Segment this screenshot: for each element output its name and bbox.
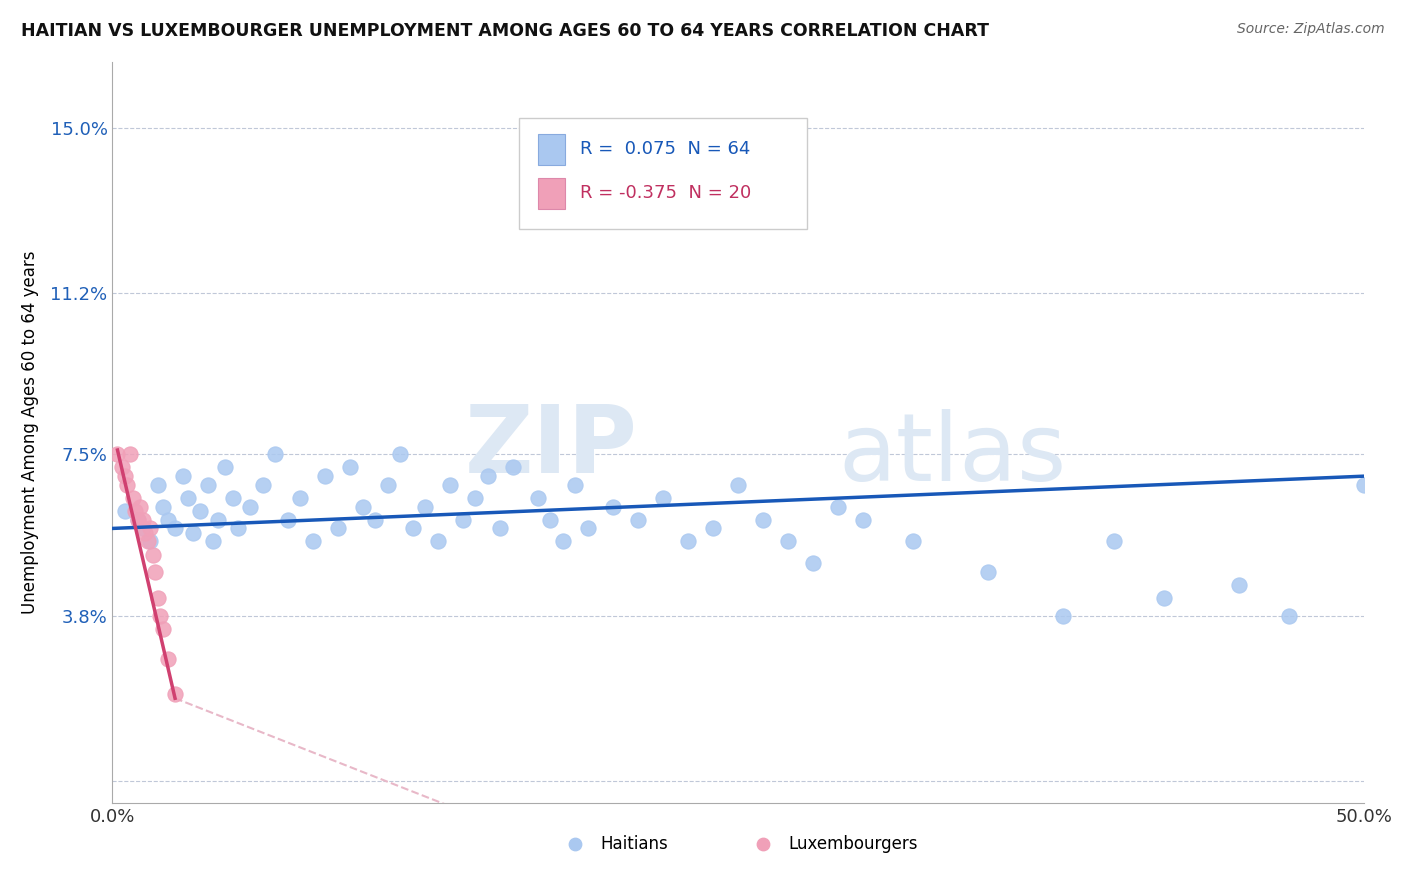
Point bbox=[163, 687, 186, 701]
Point bbox=[1278, 608, 1301, 623]
Point bbox=[136, 534, 159, 549]
Point bbox=[752, 513, 775, 527]
Point bbox=[314, 469, 336, 483]
Point bbox=[124, 504, 146, 518]
Point bbox=[778, 534, 800, 549]
Point bbox=[156, 652, 179, 666]
Point bbox=[181, 525, 204, 540]
Point bbox=[290, 491, 312, 505]
Point bbox=[339, 460, 361, 475]
Point bbox=[226, 521, 249, 535]
Point bbox=[149, 608, 172, 623]
Point bbox=[426, 534, 449, 549]
Point bbox=[1353, 478, 1375, 492]
Point bbox=[852, 513, 875, 527]
Point bbox=[188, 504, 211, 518]
Point bbox=[538, 513, 561, 527]
Point bbox=[152, 500, 174, 514]
Point bbox=[364, 513, 387, 527]
Point bbox=[152, 622, 174, 636]
Point bbox=[163, 521, 186, 535]
Point bbox=[326, 521, 349, 535]
Point bbox=[264, 447, 287, 461]
Text: Luxembourgers: Luxembourgers bbox=[789, 835, 918, 853]
Point bbox=[489, 521, 512, 535]
Point bbox=[131, 521, 153, 535]
Point bbox=[114, 469, 136, 483]
Point bbox=[134, 525, 156, 540]
Point bbox=[239, 500, 262, 514]
Point bbox=[114, 504, 136, 518]
Point bbox=[502, 460, 524, 475]
Point bbox=[141, 548, 163, 562]
Point bbox=[252, 478, 274, 492]
Point bbox=[118, 447, 141, 461]
Point bbox=[903, 534, 925, 549]
Point bbox=[214, 460, 236, 475]
Point bbox=[439, 478, 461, 492]
Point bbox=[827, 500, 849, 514]
Point bbox=[464, 491, 486, 505]
Point bbox=[139, 521, 162, 535]
Point bbox=[451, 513, 474, 527]
Point bbox=[146, 478, 169, 492]
Point bbox=[277, 513, 299, 527]
Text: ZIP: ZIP bbox=[465, 401, 638, 493]
Point bbox=[402, 521, 425, 535]
Point bbox=[352, 500, 374, 514]
Point bbox=[377, 478, 399, 492]
Point bbox=[627, 513, 650, 527]
Point bbox=[1153, 591, 1175, 606]
Point bbox=[1227, 578, 1250, 592]
Point bbox=[413, 500, 436, 514]
Point bbox=[527, 491, 550, 505]
Point bbox=[652, 491, 675, 505]
Point bbox=[801, 556, 824, 570]
Point bbox=[146, 591, 169, 606]
Bar bbox=[538, 178, 565, 209]
Point bbox=[576, 521, 599, 535]
FancyBboxPatch shape bbox=[519, 118, 807, 229]
Point bbox=[602, 500, 624, 514]
Point bbox=[727, 478, 749, 492]
Point bbox=[207, 513, 229, 527]
Point bbox=[702, 521, 724, 535]
Text: HAITIAN VS LUXEMBOURGER UNEMPLOYMENT AMONG AGES 60 TO 64 YEARS CORRELATION CHART: HAITIAN VS LUXEMBOURGER UNEMPLOYMENT AMO… bbox=[21, 22, 988, 40]
Point bbox=[477, 469, 499, 483]
Point bbox=[156, 513, 179, 527]
Point bbox=[111, 460, 134, 475]
Point bbox=[676, 534, 699, 549]
Point bbox=[551, 534, 574, 549]
Point bbox=[143, 565, 166, 579]
Point bbox=[176, 491, 198, 505]
Point bbox=[389, 447, 412, 461]
Point bbox=[107, 447, 129, 461]
Point bbox=[197, 478, 219, 492]
Text: R = -0.375  N = 20: R = -0.375 N = 20 bbox=[581, 185, 752, 202]
Point bbox=[117, 478, 139, 492]
Point bbox=[131, 513, 153, 527]
Point bbox=[221, 491, 243, 505]
Point bbox=[172, 469, 194, 483]
Point bbox=[127, 513, 149, 527]
Point bbox=[127, 513, 149, 527]
Point bbox=[129, 500, 152, 514]
Point bbox=[121, 491, 143, 505]
Point bbox=[301, 534, 323, 549]
Point bbox=[139, 534, 162, 549]
Text: Source: ZipAtlas.com: Source: ZipAtlas.com bbox=[1237, 22, 1385, 37]
Text: Haitians: Haitians bbox=[600, 835, 668, 853]
Y-axis label: Unemployment Among Ages 60 to 64 years: Unemployment Among Ages 60 to 64 years bbox=[21, 251, 39, 615]
Point bbox=[564, 478, 586, 492]
Point bbox=[201, 534, 224, 549]
Point bbox=[1102, 534, 1125, 549]
Point bbox=[1052, 608, 1074, 623]
Text: atlas: atlas bbox=[838, 409, 1067, 500]
Bar bbox=[538, 134, 565, 165]
Point bbox=[977, 565, 1000, 579]
Text: R =  0.075  N = 64: R = 0.075 N = 64 bbox=[581, 140, 751, 158]
